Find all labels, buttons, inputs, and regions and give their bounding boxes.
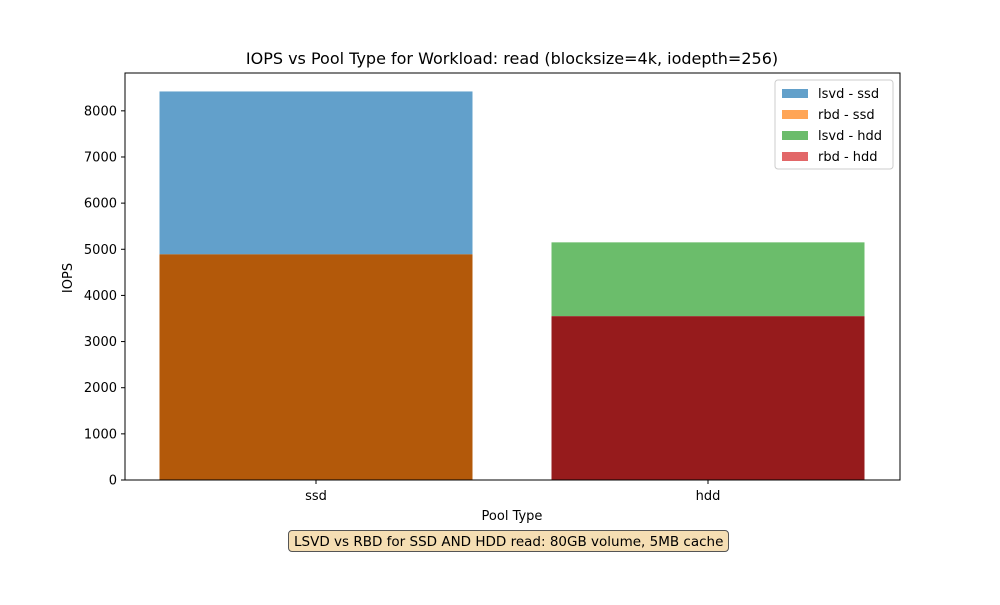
plot-frame	[124, 72, 901, 481]
axes-layer: 0 1000 2000 3000 4000 5000 6000 7000 8000 ssd hdd	[84, 72, 901, 504]
y-tick-label: 2000	[84, 381, 117, 396]
y-tick-label: 0	[109, 474, 117, 489]
legend-label: lsvd - hdd	[818, 129, 882, 144]
chart-annotation: LSVD vs RBD for SSD AND HDD read: 80GB v…	[288, 530, 730, 552]
bar-rbd-hdd	[551, 316, 865, 480]
legend-label: lsvd - ssd	[818, 87, 879, 102]
legend: lsvd - ssd rbd - ssd lsvd - hdd rbd - hdd	[774, 79, 894, 170]
y-tick-label: 5000	[84, 243, 117, 258]
legend-swatch	[782, 89, 808, 98]
y-tick-label: 8000	[84, 104, 117, 119]
bar-rbd-ssd	[159, 254, 473, 480]
legend-swatch	[782, 131, 808, 140]
legend-swatch	[782, 110, 808, 119]
legend-swatch	[782, 152, 808, 161]
chart-title: IOPS vs Pool Type for Workload: read (bl…	[246, 49, 778, 68]
y-tick-label: 4000	[84, 289, 117, 304]
x-axis-label: Pool Type	[482, 509, 543, 524]
bar-lsvd-ssd	[159, 91, 473, 255]
x-tick-label: hdd	[696, 489, 721, 504]
bar-lsvd-hdd	[551, 242, 865, 317]
y-tick-label: 1000	[84, 427, 117, 442]
legend-label: rbd - hdd	[818, 150, 878, 165]
y-tick-label: 6000	[84, 197, 117, 212]
y-tick-label: 7000	[84, 150, 117, 165]
bars-layer	[159, 91, 865, 480]
legend-label: rbd - ssd	[818, 108, 875, 123]
x-tick-label: ssd	[305, 489, 327, 504]
legend-box	[774, 79, 894, 170]
y-tick-label: 3000	[84, 335, 117, 350]
y-axis-label: IOPS	[61, 263, 76, 293]
